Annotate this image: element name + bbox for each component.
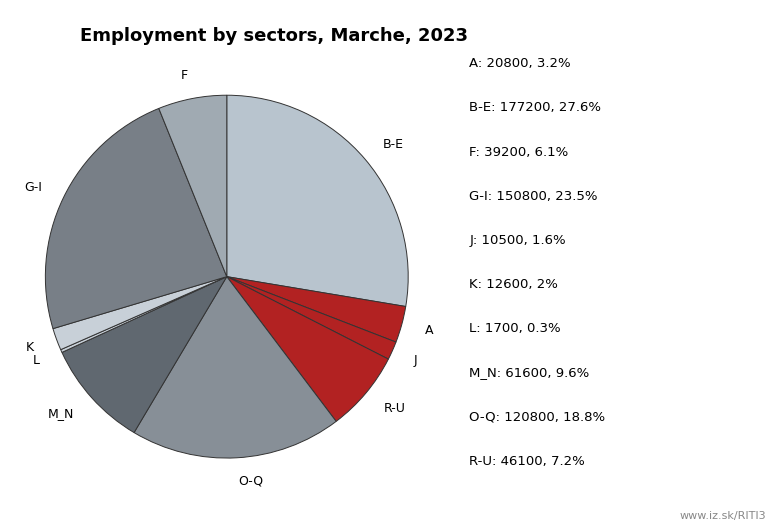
Text: O-Q: O-Q	[239, 475, 264, 488]
Text: J: 10500, 1.6%: J: 10500, 1.6%	[469, 234, 566, 247]
Text: Employment by sectors, Marche, 2023: Employment by sectors, Marche, 2023	[80, 27, 468, 45]
Wedge shape	[53, 277, 227, 350]
Text: www.iz.sk/RITI3: www.iz.sk/RITI3	[680, 511, 766, 521]
Wedge shape	[227, 277, 389, 421]
Text: L: L	[33, 354, 40, 367]
Text: A: A	[425, 325, 433, 337]
Wedge shape	[62, 277, 227, 433]
Text: R-U: R-U	[384, 402, 406, 415]
Wedge shape	[227, 277, 396, 359]
Text: A: 20800, 3.2%: A: 20800, 3.2%	[469, 57, 571, 70]
Text: B-E: 177200, 27.6%: B-E: 177200, 27.6%	[469, 102, 601, 114]
Wedge shape	[134, 277, 336, 458]
Text: O-Q: 120800, 18.8%: O-Q: 120800, 18.8%	[469, 411, 605, 423]
Text: K: K	[27, 341, 34, 354]
Text: K: 12600, 2%: K: 12600, 2%	[469, 278, 558, 291]
Text: M_N: 61600, 9.6%: M_N: 61600, 9.6%	[469, 367, 590, 379]
Text: B-E: B-E	[383, 138, 404, 151]
Text: M_N: M_N	[48, 408, 74, 420]
Wedge shape	[159, 95, 227, 277]
Text: G-I: 150800, 23.5%: G-I: 150800, 23.5%	[469, 190, 597, 203]
Text: L: 1700, 0.3%: L: 1700, 0.3%	[469, 322, 561, 335]
Text: G-I: G-I	[24, 181, 42, 194]
Text: F: F	[181, 69, 188, 82]
Wedge shape	[61, 277, 227, 352]
Wedge shape	[227, 277, 406, 342]
Wedge shape	[227, 95, 408, 306]
Text: R-U: 46100, 7.2%: R-U: 46100, 7.2%	[469, 455, 585, 468]
Text: F: 39200, 6.1%: F: 39200, 6.1%	[469, 146, 569, 159]
Text: J: J	[414, 354, 418, 367]
Wedge shape	[45, 109, 227, 329]
